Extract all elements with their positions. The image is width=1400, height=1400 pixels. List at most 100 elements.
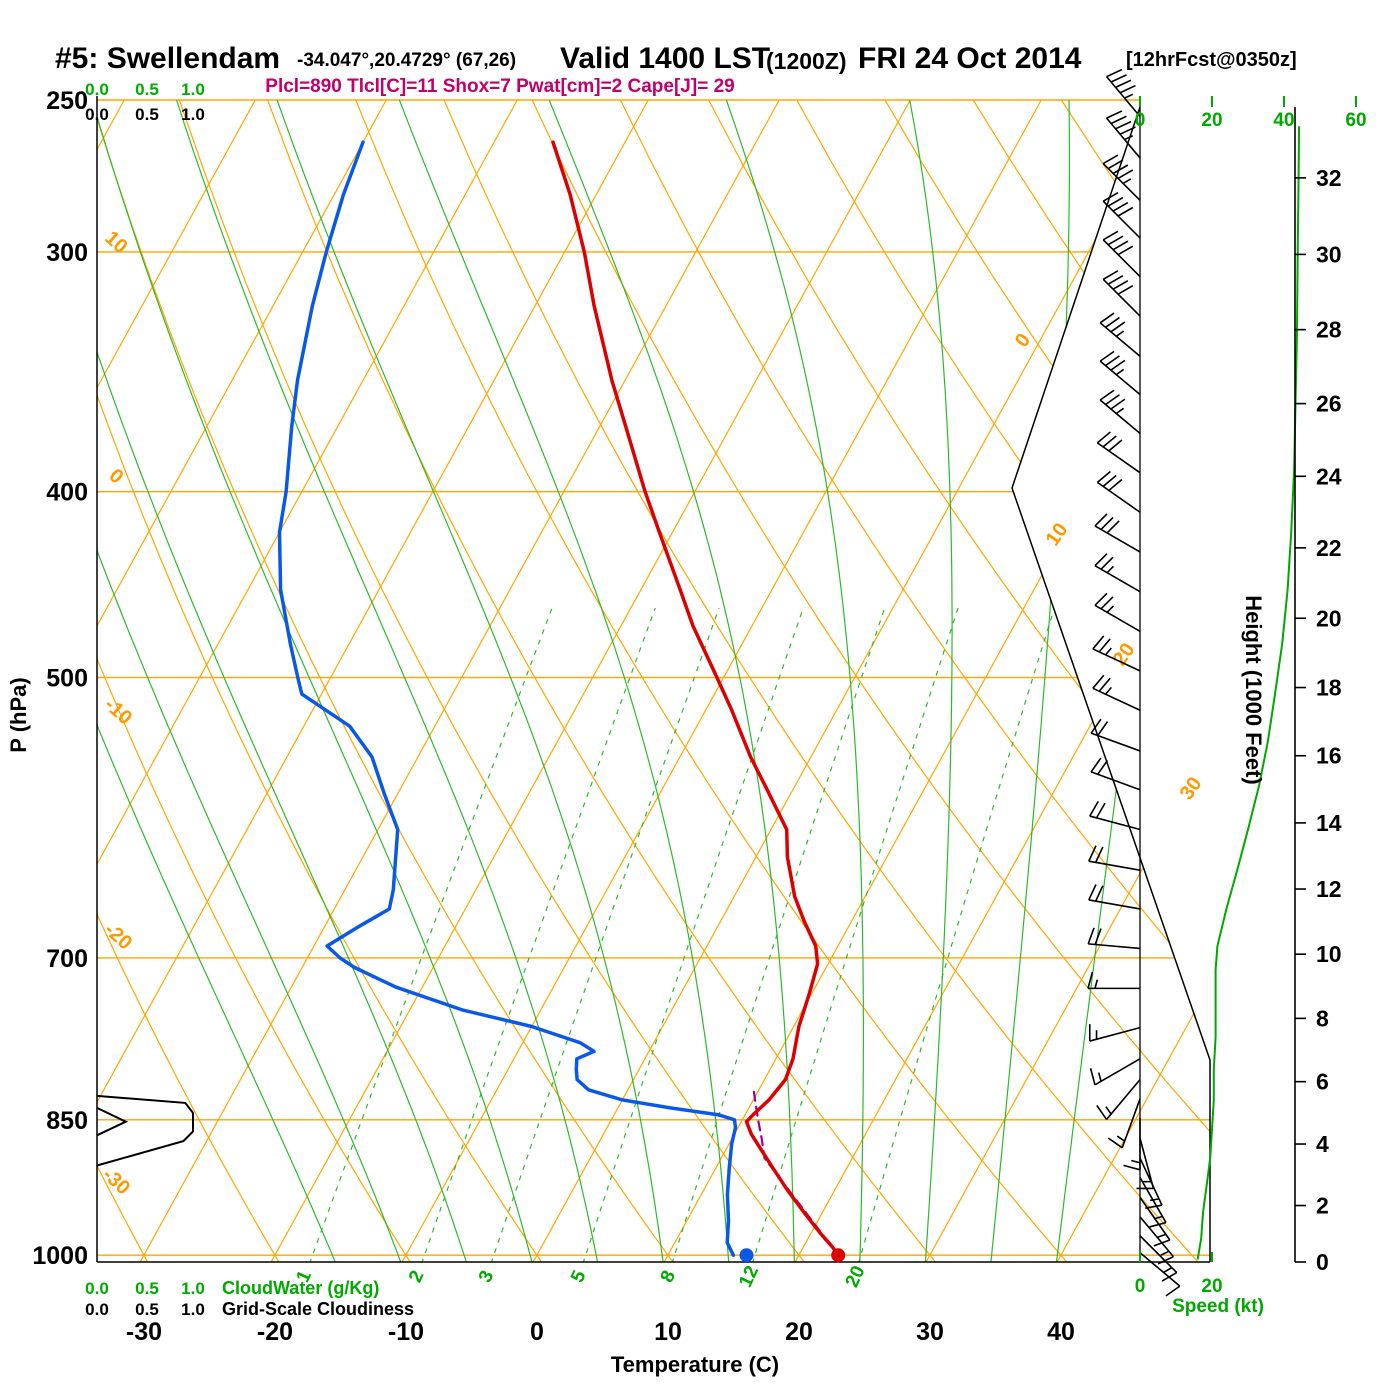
isotherm-line xyxy=(662,99,1210,1262)
height-tick-label: 20 xyxy=(1316,605,1342,631)
speed-tick-top: 60 xyxy=(1345,110,1366,131)
dry-adiabat-line xyxy=(355,99,1069,1262)
cloudwater-scale-bottom: 1.0 xyxy=(181,1279,205,1298)
forecast-tag: [12hrFcst@0350z] xyxy=(1126,49,1297,71)
wind-barb xyxy=(1088,943,1141,950)
height-tick-label: 30 xyxy=(1316,241,1342,267)
pressure-tick-label: 850 xyxy=(46,1107,88,1135)
speed-tick-top: 40 xyxy=(1273,110,1294,131)
height-tick-label: 4 xyxy=(1316,1131,1329,1157)
pressure-tick-label: 500 xyxy=(46,665,88,693)
mixing-ratio-label: 3 xyxy=(475,1267,499,1285)
wind-barb xyxy=(1094,1058,1141,1086)
height-tick-label: 2 xyxy=(1316,1193,1329,1219)
cloudwater-scale-bottom: 0.5 xyxy=(135,1279,159,1298)
height-tick-label: 6 xyxy=(1316,1069,1329,1095)
wind-barb xyxy=(1088,860,1141,871)
wind-barb xyxy=(1105,117,1141,159)
dry-adiabat-line xyxy=(97,99,281,1262)
cloudwater-scale-bottom: 0.0 xyxy=(85,1279,109,1298)
isotherm-line xyxy=(97,99,387,1262)
dry-adiabat-line xyxy=(531,99,1210,1262)
moist-adiabat-line xyxy=(97,99,468,1262)
wind-barb xyxy=(1096,442,1141,474)
wind-barb xyxy=(1102,163,1141,201)
temperature-tick-label: -10 xyxy=(388,1318,424,1346)
pressure-axis: 250 300 400 500 700 850 1000 P (hPa) xyxy=(6,87,88,1270)
pressure-tick-label: 400 xyxy=(46,479,88,507)
speed-tick-top: 20 xyxy=(1201,110,1222,131)
isotherm-line xyxy=(97,99,518,1262)
moist-adiabat-line xyxy=(276,99,664,1262)
isotherm-line xyxy=(400,99,1042,1262)
wind-barb xyxy=(1088,899,1141,910)
moist-adiabat-line xyxy=(97,99,533,1262)
mixing-ratio-label: 20 xyxy=(842,1263,870,1291)
pressure-axis-label: P (hPa) xyxy=(6,677,31,752)
wind-barb xyxy=(1139,1157,1163,1206)
dry-adiabat-line xyxy=(267,99,938,1262)
pressure-tick-label: 700 xyxy=(46,945,88,973)
mixing-ratio-line xyxy=(671,607,886,1262)
height-tick-label: 32 xyxy=(1316,165,1342,191)
wind-barb xyxy=(1089,815,1141,831)
height-axis-label: Height (1000 Feet) xyxy=(1241,595,1266,785)
wind-barb xyxy=(1094,604,1141,633)
dry-adiabat-line xyxy=(97,99,675,1262)
wind-barb xyxy=(1139,1235,1178,1274)
cloudiness-scale-top: 0.0 xyxy=(85,105,109,124)
dry-adiabat-line xyxy=(708,99,1210,1262)
temperature-curve xyxy=(551,140,840,1257)
pressure-tick-label: 300 xyxy=(46,239,88,267)
temperature-tick-label: 20 xyxy=(785,1318,813,1346)
wind-barb xyxy=(1139,1177,1167,1223)
temperature-tick-label: -20 xyxy=(257,1318,293,1346)
mixing-ratio-label: 2 xyxy=(405,1267,429,1285)
wind-barb xyxy=(1096,481,1141,513)
isotherm-line xyxy=(531,99,1173,1262)
mixing-ratio-label: 12 xyxy=(735,1263,763,1291)
moist-adiabat-line xyxy=(1055,99,1199,1262)
isotherm-label: 0 xyxy=(1011,330,1035,352)
moist-adiabat-line xyxy=(97,99,402,1262)
speed-tick-bottom: 0 xyxy=(1135,1276,1146,1297)
dry-adiabat-line xyxy=(1149,99,1210,1262)
wind-barb xyxy=(1139,1137,1155,1189)
wind-barb xyxy=(1139,1252,1181,1287)
mixing-ratio-line xyxy=(421,607,656,1262)
isotherm-line xyxy=(1055,99,1210,1262)
temperature-tick-label: -30 xyxy=(126,1318,162,1346)
moist-adiabat-line xyxy=(97,99,337,1262)
wind-barb xyxy=(1092,687,1141,712)
temperature-axis: -30 -20 -10 0 10 20 30 40 Temperature (C) xyxy=(126,1318,1075,1377)
wind-barb xyxy=(1105,1079,1141,1120)
height-tick-label: 28 xyxy=(1316,317,1342,343)
mixing-ratio-label: 5 xyxy=(567,1267,591,1286)
dry-adiabat-label: -10 xyxy=(100,694,136,730)
mixing-ratio-line xyxy=(751,607,959,1262)
cloudiness-scale-bottom: 0.0 xyxy=(85,1300,109,1319)
cloudwater-scale-top: 0.0 xyxy=(85,80,109,99)
dry-adiabat-line xyxy=(97,99,543,1262)
wind-barb xyxy=(1139,1216,1175,1258)
temperature-axis-label: Temperature (C) xyxy=(611,1352,779,1377)
pressure-tick-label: 1000 xyxy=(32,1242,88,1270)
isotherm-label: 10 xyxy=(1042,519,1073,550)
cloudiness-scale-top: 1.0 xyxy=(181,105,205,124)
valid-date: FRI 24 Oct 2014 xyxy=(858,42,1082,75)
stability-stats: Plcl=890 Tlcl[C]=11 Shox=7 Pwat[cm]=2 Ca… xyxy=(265,76,735,97)
temperature-tick-label: 10 xyxy=(654,1318,682,1346)
moist-adiabat-line xyxy=(909,99,953,1262)
wind-barb xyxy=(1102,278,1141,317)
station-coords: -34.047°,20.4729° (67,26) xyxy=(297,50,517,71)
moist-adiabat-line xyxy=(176,99,599,1262)
wind-barb xyxy=(1139,1196,1171,1241)
moist-adiabat-line xyxy=(990,99,1071,1262)
surface-dewpoint-dot xyxy=(739,1248,754,1263)
wind-barb xyxy=(1090,732,1141,752)
dry-adiabat-line xyxy=(619,99,1210,1262)
